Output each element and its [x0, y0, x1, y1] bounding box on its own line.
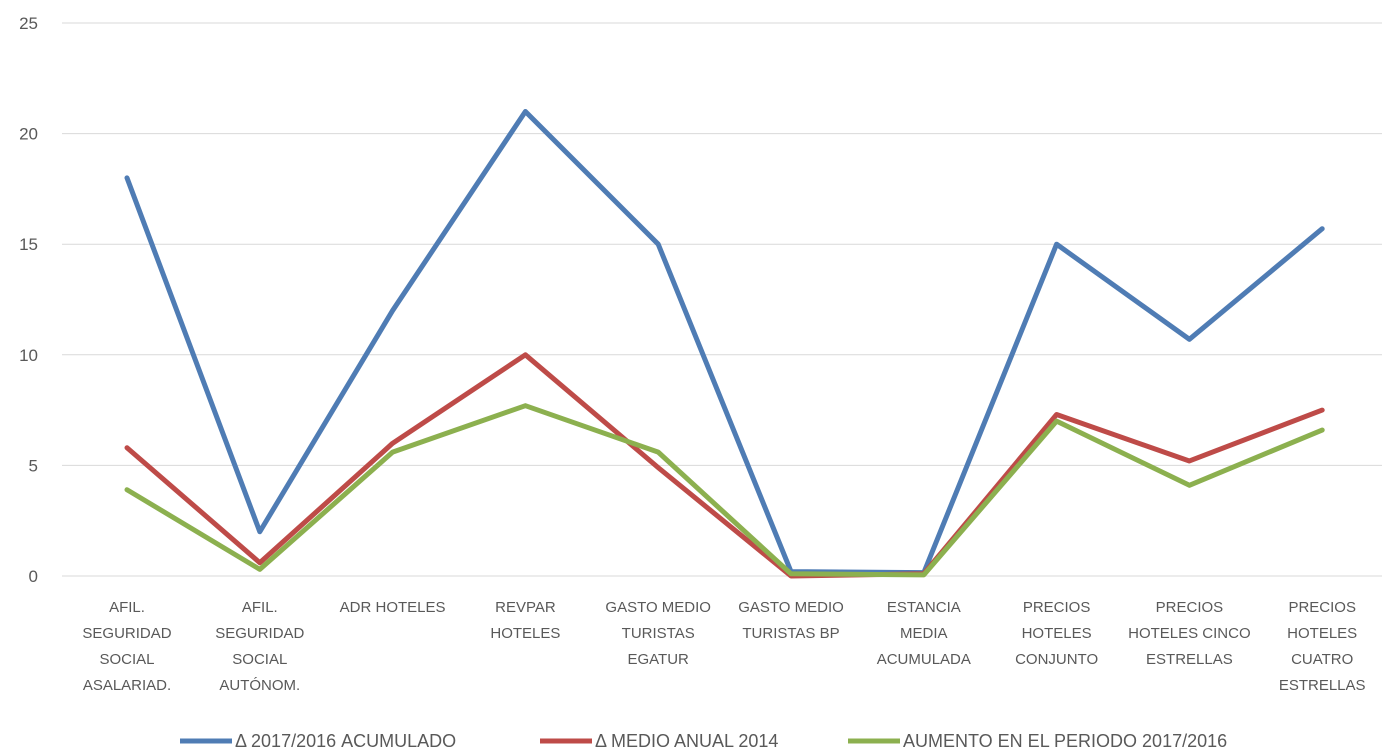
- x-category-label-line: PRECIOS: [1023, 599, 1091, 616]
- y-axis-ticks: 0 5 10 15 20 25: [19, 14, 38, 586]
- x-category-label: PRECIOS HOTELES CONJUNTO: [1015, 599, 1098, 668]
- x-category-label-line: SOCIAL: [99, 651, 154, 668]
- series-line-2: [124, 403, 1325, 578]
- x-category-label-line: TURISTAS BP: [742, 625, 839, 642]
- x-category-label-line: SEGURIDAD: [82, 625, 171, 642]
- y-tick-label: 25: [19, 14, 38, 33]
- x-category-label-line: ESTANCIA: [887, 599, 961, 616]
- x-category-label-line: SOCIAL: [232, 651, 287, 668]
- x-category-label-line: ASALARIAD.: [83, 677, 171, 694]
- x-category-label-line: SEGURIDAD: [215, 625, 304, 642]
- x-category-label: GASTO MEDIO TURISTAS EGATUR: [605, 599, 711, 668]
- x-category-label-line: PRECIOS: [1156, 599, 1224, 616]
- x-category-label-line: TURISTAS: [622, 625, 695, 642]
- x-category-label-line: ESTRELLAS: [1146, 651, 1233, 668]
- gridlines: [62, 22, 1382, 577]
- y-tick-label: 10: [19, 346, 38, 365]
- x-category-label: GASTO MEDIO TURISTAS BP: [738, 599, 844, 642]
- x-category-label: PRECIOS HOTELES CUATRO ESTRELLAS: [1279, 599, 1366, 694]
- x-category-label-line: ESTRELLAS: [1279, 677, 1366, 694]
- x-category-label-line: AFIL.: [242, 599, 278, 616]
- x-category-label: ADR HOTELES: [340, 599, 446, 616]
- series-lines: [124, 108, 1325, 579]
- x-category-label-line: HOTELES: [1287, 625, 1357, 642]
- x-category-label-line: MEDIA: [900, 625, 948, 642]
- x-category-label-line: GASTO MEDIO: [738, 599, 844, 616]
- x-category-label-line: HOTELES: [1022, 625, 1092, 642]
- x-category-label-line: ADR HOTELES: [340, 599, 446, 616]
- y-tick-label: 15: [19, 235, 38, 254]
- x-category-label-line: EGATUR: [627, 651, 689, 668]
- x-category-label-line: ACUMULADA: [877, 651, 971, 668]
- legend: Δ 2017/2016 ACUMULADO Δ MEDIO ANUAL 2014 A…: [180, 731, 1227, 750]
- x-category-label: AFIL. SEGURIDAD SOCIAL ASALARIAD.: [82, 599, 171, 694]
- x-category-label-line: AFIL.: [109, 599, 145, 616]
- y-tick-label: 5: [29, 456, 38, 475]
- x-category-label-line: CONJUNTO: [1015, 651, 1098, 668]
- x-category-label-line: REVPAR: [495, 599, 556, 616]
- x-axis-categories: AFIL. SEGURIDAD SOCIAL ASALARIAD. AFIL. SEGUR…: [82, 599, 1365, 694]
- x-category-label-line: GASTO MEDIO: [605, 599, 711, 616]
- x-category-label: REVPAR HOTELES: [490, 599, 560, 642]
- x-category-label-line: AUTÓNOM.: [219, 677, 300, 694]
- x-category-label-line: CUATRO: [1291, 651, 1353, 668]
- x-category-label: PRECIOS HOTELES CINCO ESTRELLAS: [1128, 599, 1251, 668]
- x-category-label-line: PRECIOS: [1288, 599, 1356, 616]
- legend-label: Δ 2017/2016 ACUMULADO: [235, 731, 456, 750]
- x-category-label: AFIL. SEGURIDAD SOCIAL AUTÓNOM.: [215, 599, 304, 694]
- series-line-0: [124, 108, 1325, 576]
- x-category-label-line: HOTELES: [490, 625, 560, 642]
- x-category-label-line: HOTELES CINCO: [1128, 625, 1251, 642]
- y-tick-label: 20: [19, 125, 38, 144]
- legend-label: AUMENTO EN EL PERIODO 2017/2016: [903, 731, 1227, 750]
- x-category-label: ESTANCIA MEDIA ACUMULADA: [877, 599, 971, 668]
- legend-label: Δ MEDIO ANUAL 2014: [595, 731, 778, 750]
- y-tick-label: 0: [29, 567, 38, 586]
- series-line-1: [124, 352, 1325, 579]
